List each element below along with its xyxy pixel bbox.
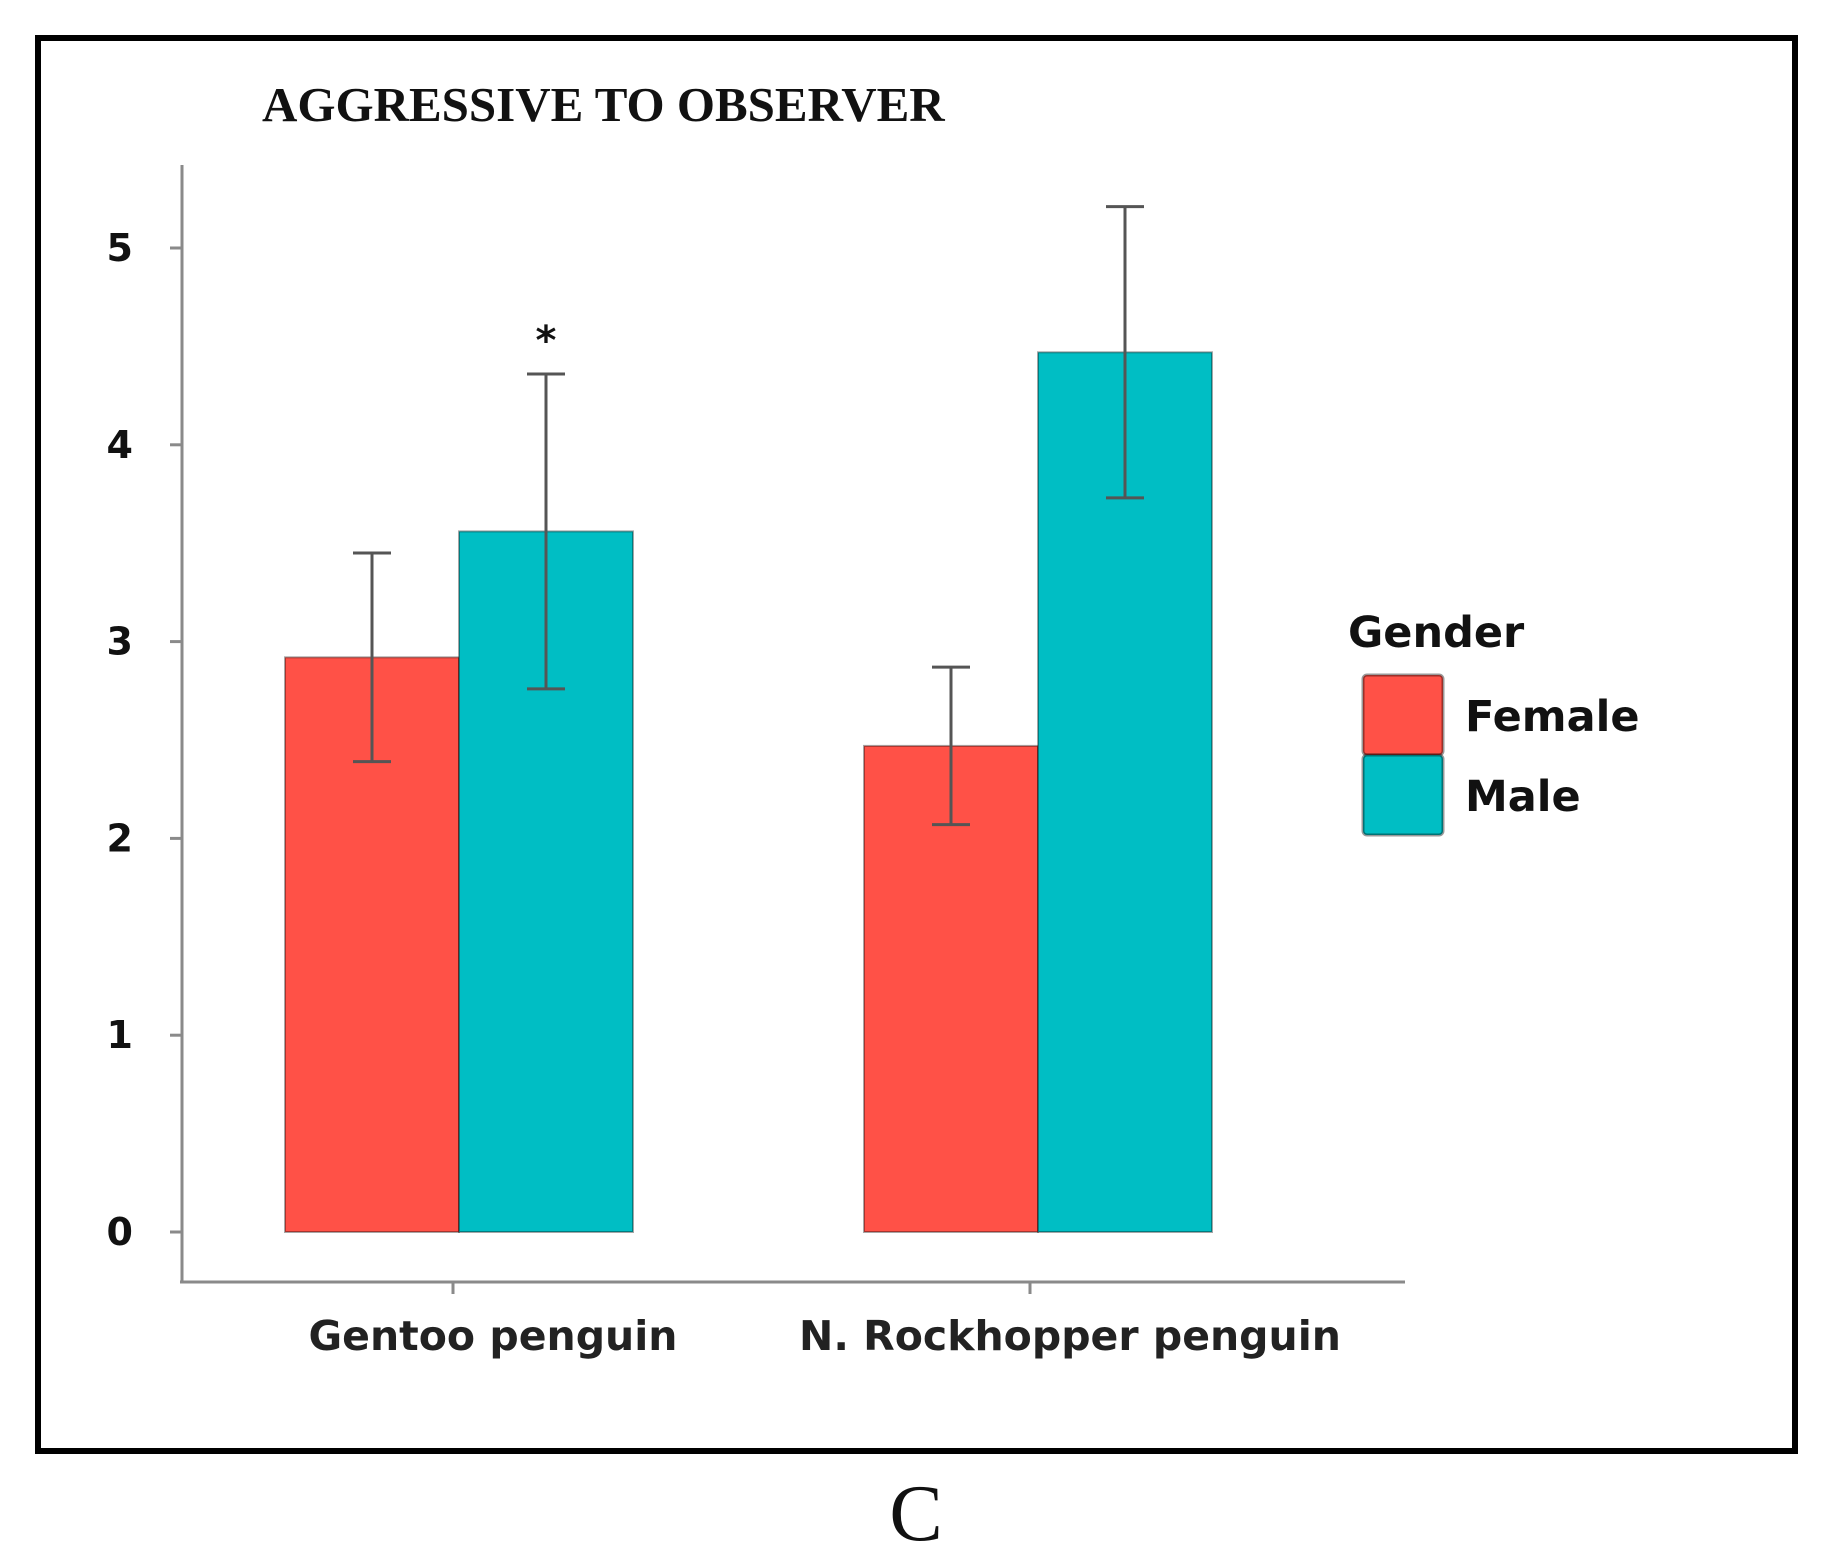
y-tick-label: 4 [107, 423, 133, 467]
annotations: * [536, 318, 557, 364]
legend-label-male: Male [1465, 772, 1581, 822]
legend-swatch-female [1361, 673, 1445, 757]
chart-title: AGGRESSIVE TO OBSERVER [262, 77, 945, 132]
x-tick-label: Gentoo penguin [309, 1312, 678, 1360]
legend-label-female: Female [1465, 692, 1640, 742]
x-tick-label: N. Rockhopper penguin [799, 1312, 1341, 1360]
y-ticks: 0 1 2 3 4 5 [107, 226, 182, 1254]
x-ticks: Gentoo penguin N. Rockhopper penguin [309, 1282, 1341, 1360]
panel-label: C [889, 1470, 942, 1558]
y-tick-label: 0 [107, 1210, 133, 1254]
legend-title: Gender [1348, 608, 1525, 658]
y-tick-label: 1 [107, 1013, 133, 1057]
bar-male-1 [458, 530, 634, 1233]
y-tick-label: 3 [107, 620, 133, 664]
error-bars [353, 205, 1144, 827]
bar-female-2 [863, 744, 1039, 1233]
legend: Gender Female Male [1348, 608, 1640, 837]
legend-swatch-male [1361, 753, 1445, 837]
y-tick-label: 5 [107, 226, 133, 270]
significance-asterisk: * [536, 318, 557, 364]
y-tick-label: 2 [107, 816, 133, 860]
